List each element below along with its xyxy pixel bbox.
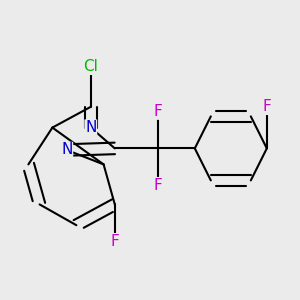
Text: Cl: Cl <box>83 59 98 74</box>
Text: N: N <box>61 142 73 158</box>
Text: F: F <box>154 104 162 119</box>
Text: F: F <box>262 99 271 114</box>
Text: F: F <box>154 178 162 193</box>
Text: N: N <box>85 120 97 135</box>
Text: F: F <box>110 234 119 249</box>
